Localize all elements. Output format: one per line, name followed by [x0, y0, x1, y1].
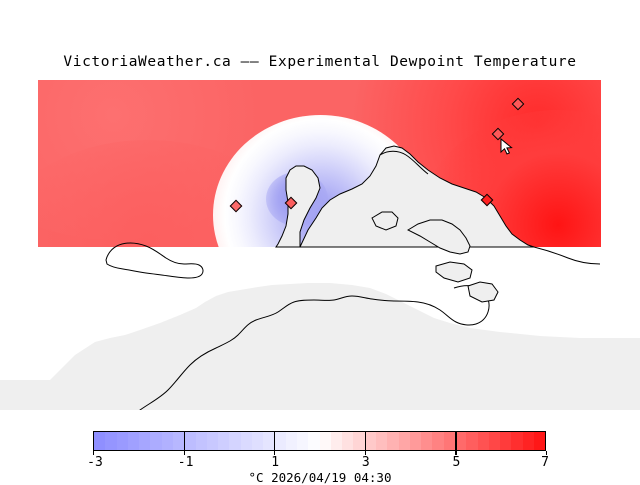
colorbar-cell	[376, 432, 388, 450]
colorbar-cell	[218, 432, 230, 450]
colorbar-cell	[398, 432, 410, 450]
land-inlet-peninsula	[275, 165, 321, 248]
colorbar-cell	[511, 432, 523, 450]
land-island-small-a	[371, 211, 399, 231]
colorbar-cell	[443, 432, 455, 450]
colorbar-cell	[409, 432, 422, 450]
colorbar-cell	[432, 432, 444, 450]
colorbar-cell	[195, 432, 207, 450]
colorbar-tick-0	[93, 451, 95, 455]
coastline-northeast-strait	[379, 150, 429, 175]
colorbar-cell	[251, 432, 264, 450]
colorbar-cell	[94, 432, 106, 450]
coastline-overlay	[0, 145, 640, 410]
colorbar-cell	[285, 432, 298, 450]
colorbar-units-timestamp: °C 2026/04/19 04:30	[248, 470, 392, 485]
colorbar-cell	[161, 432, 173, 450]
colorbar-cell	[353, 432, 365, 450]
colorbar-label-3: 3	[361, 455, 370, 470]
colorbar-cell	[477, 432, 489, 450]
colorbar-cell	[522, 432, 534, 450]
land-island-small-c	[467, 281, 499, 303]
colorbar-cell	[240, 432, 252, 450]
colorbar-label-2: 1	[271, 455, 280, 470]
colorbar-tick-4	[455, 451, 457, 455]
colorbar-label-1: -1	[177, 455, 194, 470]
colorbar-label-5: 7	[541, 455, 549, 470]
colorbar-divider-1	[183, 431, 185, 451]
colorbar-cell	[466, 432, 478, 450]
colorbar-cell	[127, 432, 140, 450]
mouse-cursor-icon	[500, 138, 513, 155]
colorbar-cell	[364, 432, 377, 450]
colorbar-cell	[330, 432, 343, 450]
land-main-south	[0, 283, 640, 410]
land-island-north	[299, 145, 535, 248]
colorbar-gradient	[93, 431, 546, 451]
coastline-east-detail	[533, 246, 601, 265]
colorbar-cell	[229, 432, 241, 450]
colorbar-cell	[139, 432, 151, 450]
colorbar-cell	[172, 432, 185, 450]
colorbar-cell	[488, 432, 501, 450]
colorbar-label-0: -3	[87, 455, 103, 470]
colorbar-cell	[274, 432, 286, 450]
colorbar-cell	[297, 432, 309, 450]
colorbar-divider-3	[364, 431, 367, 451]
colorbar: -3 -1 1 3 5 7 °C 2026/04/19 04:30	[0, 410, 640, 485]
colorbar-cell	[116, 432, 128, 450]
land-island-small-b	[435, 261, 473, 283]
colorbar-cell	[387, 432, 399, 450]
colorbar-cell	[184, 432, 196, 450]
colorbar-label-4: 5	[452, 455, 461, 470]
colorbar-cell	[533, 432, 546, 450]
colorbar-cell	[206, 432, 219, 450]
colorbar-cell	[319, 432, 331, 450]
colorbar-tick-5	[546, 451, 548, 455]
colorbar-cell	[308, 432, 320, 450]
colorbar-cell	[342, 432, 354, 450]
land-gulf-islands	[406, 219, 471, 255]
map-panel[interactable]	[0, 80, 640, 410]
colorbar-cell	[421, 432, 433, 450]
colorbar-divider-2	[274, 431, 276, 451]
colorbar-cell	[455, 432, 467, 450]
colorbar-tick-1	[183, 451, 185, 455]
colorbar-cell	[150, 432, 162, 450]
page-title: VictoriaWeather.ca —— Experimental Dewpo…	[63, 54, 577, 70]
island-spit-west	[105, 242, 204, 279]
colorbar-cell	[263, 432, 275, 450]
colorbar-cell	[105, 432, 117, 450]
coastline-south-main	[139, 285, 490, 410]
colorbar-tick-2	[274, 451, 276, 455]
colorbar-tick-3	[364, 451, 367, 455]
colorbar-cell	[500, 432, 512, 450]
colorbar-divider-4	[455, 431, 457, 451]
